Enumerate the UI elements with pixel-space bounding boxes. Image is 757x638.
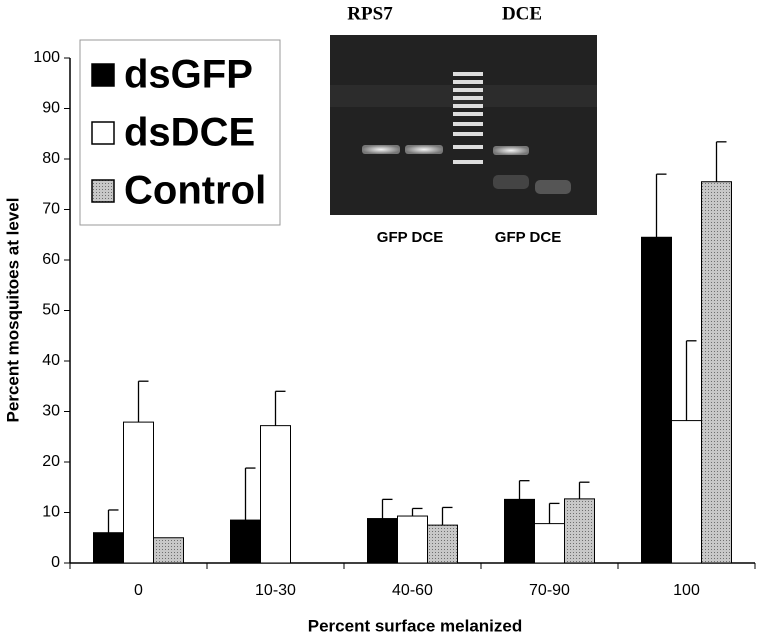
bar (397, 515, 428, 564)
legend-label: dsGFP (124, 53, 253, 97)
error-bar (578, 481, 590, 499)
gel-label: RPS7 (347, 3, 393, 24)
y-tick-label: 50 (42, 302, 60, 319)
bar (671, 420, 702, 564)
bar (230, 519, 261, 564)
bar (260, 425, 291, 564)
y-tick-label: 20 (42, 453, 60, 470)
y-axis-title: Percent mosquitoes at level (3, 198, 22, 423)
gel-lane-label: GFP DCE (377, 229, 443, 246)
error-bar (441, 506, 453, 526)
error-bar (655, 173, 667, 238)
y-tick-label: 60 (42, 251, 60, 268)
error-bar (274, 390, 286, 426)
error-bar (107, 509, 119, 533)
y-tick-label: 80 (42, 150, 60, 167)
bar (367, 518, 398, 564)
error-bar (685, 340, 697, 421)
y-tick-label: 70 (42, 201, 60, 218)
gel-image (330, 35, 597, 215)
error-bar (518, 480, 530, 500)
bar (641, 236, 672, 564)
x-tick-label: 100 (673, 582, 700, 599)
x-tick-label: 70-90 (529, 582, 570, 599)
legend-swatch (91, 179, 115, 203)
error-bar (244, 467, 256, 521)
legend-label: Control (124, 169, 266, 213)
y-tick-label: 0 (51, 554, 60, 571)
legend-swatch (91, 63, 115, 87)
x-tick-label: 0 (134, 582, 143, 599)
bar (123, 421, 154, 564)
error-bar (548, 502, 560, 524)
y-tick-label: 100 (33, 49, 60, 66)
legend-swatch (91, 121, 115, 145)
gel-lane-label: GFP DCE (495, 229, 561, 246)
bar (701, 181, 732, 564)
y-tick-label: 10 (42, 504, 60, 521)
legend-label: dsDCE (124, 111, 255, 155)
x-tick-label: 40-60 (392, 582, 433, 599)
bar (153, 537, 184, 564)
y-tick-label: 90 (42, 100, 60, 117)
error-bar (381, 498, 393, 519)
error-bar (715, 141, 727, 182)
error-bar (137, 380, 149, 423)
bar (564, 498, 595, 564)
bar (504, 498, 535, 564)
gel-label: DCE (502, 3, 542, 24)
bar (534, 523, 565, 564)
y-tick-label: 40 (42, 352, 60, 369)
y-tick-label: 30 (42, 403, 60, 420)
bar (93, 532, 124, 564)
bar (427, 524, 458, 564)
error-bar (411, 507, 423, 517)
x-axis-title: Percent surface melanized (308, 616, 522, 635)
x-tick-label: 10-30 (255, 582, 296, 599)
